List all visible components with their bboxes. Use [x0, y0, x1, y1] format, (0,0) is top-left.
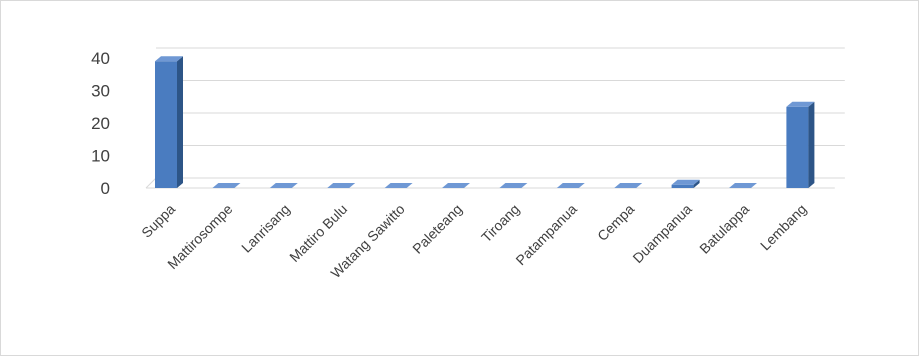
x-tick-label: Duampanua	[629, 201, 694, 266]
y-tick-label: 20	[91, 114, 110, 133]
bar-top-face	[614, 183, 643, 188]
bar-tiroang	[499, 183, 528, 188]
y-tick-label: 40	[91, 49, 110, 68]
bar-paleteang	[442, 183, 470, 188]
bar-cempa	[614, 183, 643, 188]
gridlines	[145, 47, 845, 189]
bar-front-face	[155, 61, 177, 188]
x-tick-label: Batulappa	[696, 201, 752, 257]
x-tick-label: Patampanua	[512, 201, 580, 269]
bar-lanrisang	[269, 183, 298, 188]
bar-side-face	[177, 56, 183, 188]
bar-front-face	[671, 184, 694, 188]
y-tick-label: 30	[91, 82, 110, 101]
x-tick-label: Paleteang	[409, 201, 465, 257]
bar-top-face	[671, 179, 700, 185]
bar-lembang	[786, 101, 815, 188]
bar-top-face	[327, 183, 356, 188]
x-tick-label: Lanrisang	[238, 201, 293, 256]
bar-mattirosompe	[212, 183, 241, 188]
bar-top-face	[556, 183, 585, 188]
bar-mattiro-bulu	[327, 183, 356, 188]
bar-batulappa	[729, 183, 757, 188]
x-tick-label: Cempa	[594, 201, 637, 244]
y-tick-label: 10	[91, 147, 110, 166]
bar-suppa	[155, 56, 183, 188]
x-tick-label: Suppa	[138, 201, 178, 241]
x-tick-label: Lembang	[757, 201, 810, 254]
bars	[155, 56, 815, 188]
bar-top-face	[729, 183, 757, 188]
bar-top-face	[384, 183, 413, 188]
bar-top-face	[786, 101, 815, 107]
bar-side-face	[808, 101, 815, 188]
bar-patampanua	[556, 183, 585, 188]
bar-top-face	[499, 183, 528, 188]
bar-top-face	[269, 183, 298, 188]
bar-top-face	[155, 56, 183, 62]
bar-top-face	[212, 183, 241, 188]
bar-top-face	[442, 183, 470, 188]
x-tick-label: Tiroang	[478, 201, 523, 246]
y-axis-ticks: 0 10 20 30 40	[91, 49, 110, 198]
bar-front-face	[786, 106, 809, 188]
bar-watang-sawitto	[384, 183, 413, 188]
y-tick-label: 0	[101, 179, 110, 198]
bar-side-face	[693, 179, 700, 188]
bar-duampanua	[671, 179, 700, 188]
